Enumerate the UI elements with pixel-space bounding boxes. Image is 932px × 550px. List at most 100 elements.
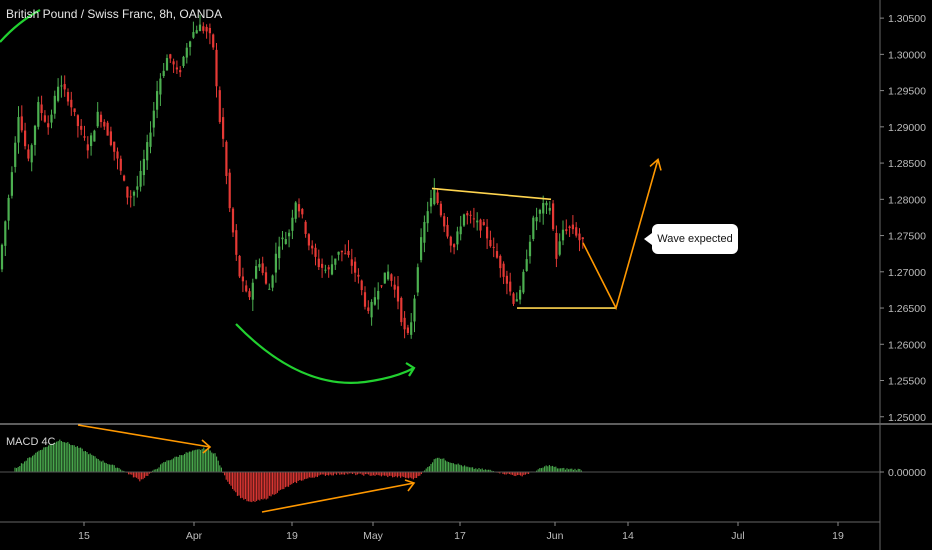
candle-body — [109, 131, 112, 146]
candle-body — [27, 149, 30, 159]
candle-body — [149, 132, 152, 147]
candle-body — [390, 274, 393, 281]
candle-body — [354, 261, 357, 273]
candle-body — [453, 244, 456, 248]
candle-body — [492, 246, 495, 248]
candle-body — [251, 282, 254, 300]
time-tick-label: 14 — [622, 530, 634, 542]
candle-body — [198, 24, 202, 32]
candle-body — [406, 327, 409, 333]
candle-body — [324, 269, 327, 271]
candle-body — [93, 130, 96, 142]
candle-body — [519, 289, 522, 300]
candle-body — [571, 224, 574, 230]
candle-body — [47, 123, 50, 128]
projection-arrowhead — [649, 158, 662, 171]
time-tick-label: Apr — [186, 530, 203, 542]
macd-arrowhead-bottom — [404, 479, 416, 492]
candle-body — [106, 122, 109, 136]
candle-body — [189, 41, 192, 47]
time-tick-label: Jun — [547, 530, 564, 542]
price-tick-label: 1.28500 — [888, 158, 926, 170]
candle-body — [387, 271, 390, 280]
candle-body — [377, 290, 380, 300]
candle-body — [525, 259, 528, 272]
candle-body — [330, 264, 334, 275]
candle-body — [542, 203, 545, 214]
candle-body — [222, 117, 225, 139]
candle-body — [215, 49, 218, 87]
candle-body — [142, 158, 145, 176]
candle-body — [169, 54, 172, 59]
candle-body — [99, 114, 103, 122]
candle-body — [14, 142, 17, 167]
candle-body — [17, 117, 20, 143]
candle-body — [297, 204, 301, 212]
candle-body — [172, 61, 175, 65]
candle-body — [545, 202, 548, 206]
candle-body — [423, 221, 426, 243]
candle-body — [578, 233, 581, 241]
candle-body — [274, 253, 277, 273]
candle-body — [446, 224, 449, 237]
candle-body — [363, 292, 367, 307]
candle-body — [261, 263, 264, 273]
rounded-bottom-arrowhead — [405, 362, 416, 377]
candle-body — [535, 217, 538, 222]
time-tick-label: Jul — [731, 530, 744, 542]
candle-body — [175, 67, 178, 70]
candle-body — [552, 203, 555, 230]
candle-body — [73, 108, 76, 112]
candle-body — [449, 236, 452, 246]
candle-body — [139, 170, 142, 187]
candle-body — [159, 78, 162, 95]
candle-body — [495, 251, 499, 258]
candle-body — [152, 110, 155, 128]
candle-body — [225, 141, 228, 176]
candle-body — [185, 47, 188, 58]
candle-body — [469, 214, 472, 216]
candle-body — [165, 58, 169, 71]
candle-body — [410, 322, 413, 335]
candle-body — [360, 280, 363, 291]
candle-body — [156, 91, 159, 110]
price-tick-label: 1.26500 — [888, 303, 926, 315]
candle-body — [248, 291, 251, 298]
rounded-bottom-curve — [235, 323, 415, 384]
price-tick-label: 1.27500 — [888, 231, 926, 243]
candle-body — [4, 221, 7, 246]
candle-body — [228, 172, 231, 209]
price-tick-label: 1.25500 — [888, 376, 926, 388]
candle-body — [162, 70, 165, 77]
candle-body — [202, 26, 205, 31]
candle-body — [347, 250, 350, 256]
candle-body — [103, 121, 106, 127]
candle-body — [380, 285, 383, 287]
candle-body — [231, 208, 235, 233]
candle-body — [291, 217, 294, 231]
candle-body — [218, 90, 221, 123]
candle-body — [63, 84, 66, 90]
candle-body — [350, 259, 353, 266]
candle-body — [581, 237, 584, 240]
time-tick-label: 17 — [454, 530, 466, 542]
candle-body — [258, 264, 261, 268]
candle-body — [235, 230, 238, 255]
candle-body — [83, 136, 86, 138]
candle-body — [479, 219, 482, 231]
candle-body — [208, 27, 211, 34]
candle-body — [327, 267, 330, 270]
macd-arrowhead-top — [201, 439, 212, 454]
price-tick-label: 1.29000 — [888, 122, 926, 134]
candle-body — [505, 275, 508, 284]
macd-tick-label: 0.00000 — [888, 467, 926, 479]
candle-body — [502, 263, 505, 277]
candle-body — [113, 141, 116, 152]
projected-wave-path — [582, 159, 659, 311]
candle-body — [321, 263, 324, 268]
candle-body — [57, 86, 60, 101]
candle-body — [538, 209, 541, 214]
wave-expected-callout: Wave expected — [644, 224, 738, 254]
candle-body — [317, 258, 320, 268]
